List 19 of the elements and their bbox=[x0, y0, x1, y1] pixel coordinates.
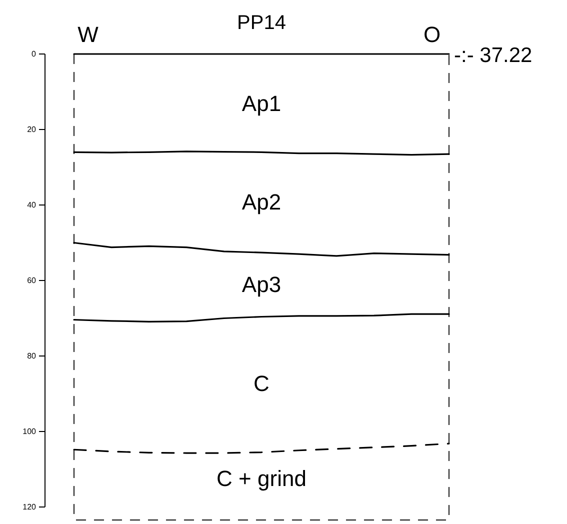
y-tick-label: 40 bbox=[27, 200, 37, 210]
line-series bbox=[73, 442, 450, 454]
annotation: Ap2 bbox=[242, 189, 282, 214]
y-tick-label: 120 bbox=[22, 502, 37, 512]
annotation: -:- 37.22 bbox=[454, 44, 532, 67]
line-series bbox=[73, 242, 450, 257]
line-series bbox=[73, 313, 450, 322]
y-tick-label: 0 bbox=[32, 50, 37, 58]
y-tick-label: 20 bbox=[27, 125, 37, 134]
annotation: C + grind bbox=[216, 466, 306, 491]
text: O bbox=[423, 22, 441, 47]
chart-title: PP14 bbox=[237, 12, 286, 34]
annotation: C bbox=[254, 371, 270, 396]
y-tick-label: 100 bbox=[22, 427, 37, 436]
text: W bbox=[78, 22, 99, 47]
y-tick-label: 80 bbox=[27, 352, 37, 360]
annotation: Ap1 bbox=[242, 90, 282, 116]
annotation: Ap3 bbox=[242, 272, 282, 297]
y-tick-label: 60 bbox=[27, 276, 37, 285]
